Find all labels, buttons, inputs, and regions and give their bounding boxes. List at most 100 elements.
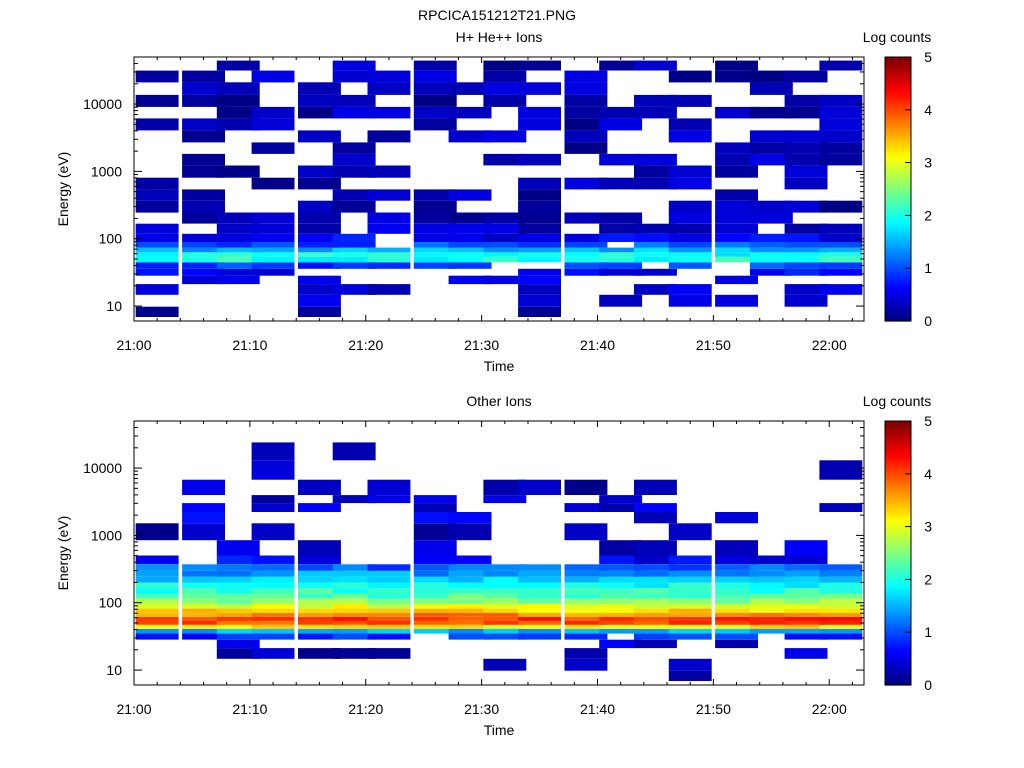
colorbar-step [885,68,911,71]
heatmap-cell [413,540,457,556]
heatmap-cell [518,612,561,617]
colorbar-step [885,515,911,519]
colorbar-step [885,149,911,153]
heatmap-cell [749,555,793,565]
heatmap-cell [564,242,608,248]
heatmap-cell [332,247,376,253]
heatmap-cell [819,576,863,583]
colorbar-step [885,241,911,245]
heatmap-cell [634,256,677,263]
heatmap-cell [518,593,561,599]
heatmap-cell [332,442,376,461]
heatmap-cell [135,582,179,589]
colorbar-step [885,586,911,589]
heatmap-cell [784,242,828,248]
heatmap-cell [413,598,457,604]
heatmap-cell [784,247,828,253]
heatmap-cell [668,284,712,295]
colorbar-step [885,553,911,556]
colorbar-step [885,561,911,565]
heatmap-cell [135,70,179,83]
heatmap-cell [483,94,527,107]
heatmap-cell [448,612,492,617]
heatmap-cell [564,262,608,269]
heatmap-cell [367,247,411,253]
heatmap-cell [599,564,643,571]
colorbar-step [885,482,911,486]
heatmap-cell [483,564,527,571]
heatmap-cell [332,576,376,583]
heatmap-cell [668,564,712,571]
heatmap-cell [715,275,758,285]
x-tick-label: 21:30 [464,701,499,717]
heatmap-cell [715,189,758,201]
heatmap-cell [634,165,677,178]
colorbar-step [885,244,911,247]
heatmap-cell [332,624,376,629]
heatmap-cell [182,588,225,594]
heatmap-cell [182,118,225,131]
colorbar-step [885,272,911,276]
heatmap-cell [413,628,457,634]
colorbar-step [885,235,911,238]
colorbar-step [885,597,911,600]
colorbar-tick-label: 2 [924,207,932,223]
colorbar-step [885,601,911,605]
heatmap-cell [298,275,341,285]
heatmap-cell [251,442,295,461]
heatmap-cell [599,60,643,71]
heatmap-cell [448,242,492,248]
heatmap-cell [819,603,863,609]
heatmap-cell [413,189,457,201]
heatmap-cell [251,588,295,594]
y-tick-label: 10000 [83,96,122,112]
heatmap-cell [448,233,492,242]
colorbar-step [885,162,911,166]
heatmap-cell [216,106,260,119]
heatmap-cell [599,598,643,604]
heatmap-cell [332,70,376,83]
heatmap-cell [216,233,260,242]
heatmap-cell [251,576,295,583]
heatmap-cell [216,252,260,257]
heatmap-cell [182,247,225,253]
colorbar-step [885,619,911,622]
heatmap-cell [715,165,758,178]
x-tick-label: 21:10 [232,701,267,717]
heatmap-cell [564,576,608,583]
colorbar-step [885,476,911,479]
colorbar-step [885,526,911,530]
colorbar-step [885,665,911,668]
heatmap-cell [668,94,712,107]
heatmap-cell [448,523,492,541]
heatmap-cell [518,570,561,577]
heatmap-cell [483,658,527,671]
heatmap-cell [819,262,863,269]
heatmap-cell [298,256,341,263]
heatmap-cell [332,94,376,107]
heatmap-cell [518,479,561,495]
heatmap-cell [564,598,608,604]
heatmap-cell [634,153,677,166]
heatmap-cell [634,564,677,571]
heatmap-cell [564,130,608,143]
colorbar-step [885,87,911,91]
heatmap-cell [749,620,793,625]
colorbar-step [885,290,911,293]
heatmap-cell [564,648,608,659]
heatmap-cell [784,593,828,599]
colorbar-step [885,156,911,159]
heatmap-cell [413,118,457,131]
colorbar-step [885,467,911,470]
heatmap-cell [668,256,712,263]
colorbar-step [885,103,911,106]
heatmap-cell [448,582,492,589]
heatmap-cell [483,588,527,594]
colorbar-step [885,500,911,503]
colorbar-step [885,652,911,655]
heatmap-cell [182,212,225,224]
colorbar-step [885,612,911,616]
colorbar-step [885,70,911,73]
heatmap-cell [518,189,561,201]
heatmap-cell [135,633,179,640]
